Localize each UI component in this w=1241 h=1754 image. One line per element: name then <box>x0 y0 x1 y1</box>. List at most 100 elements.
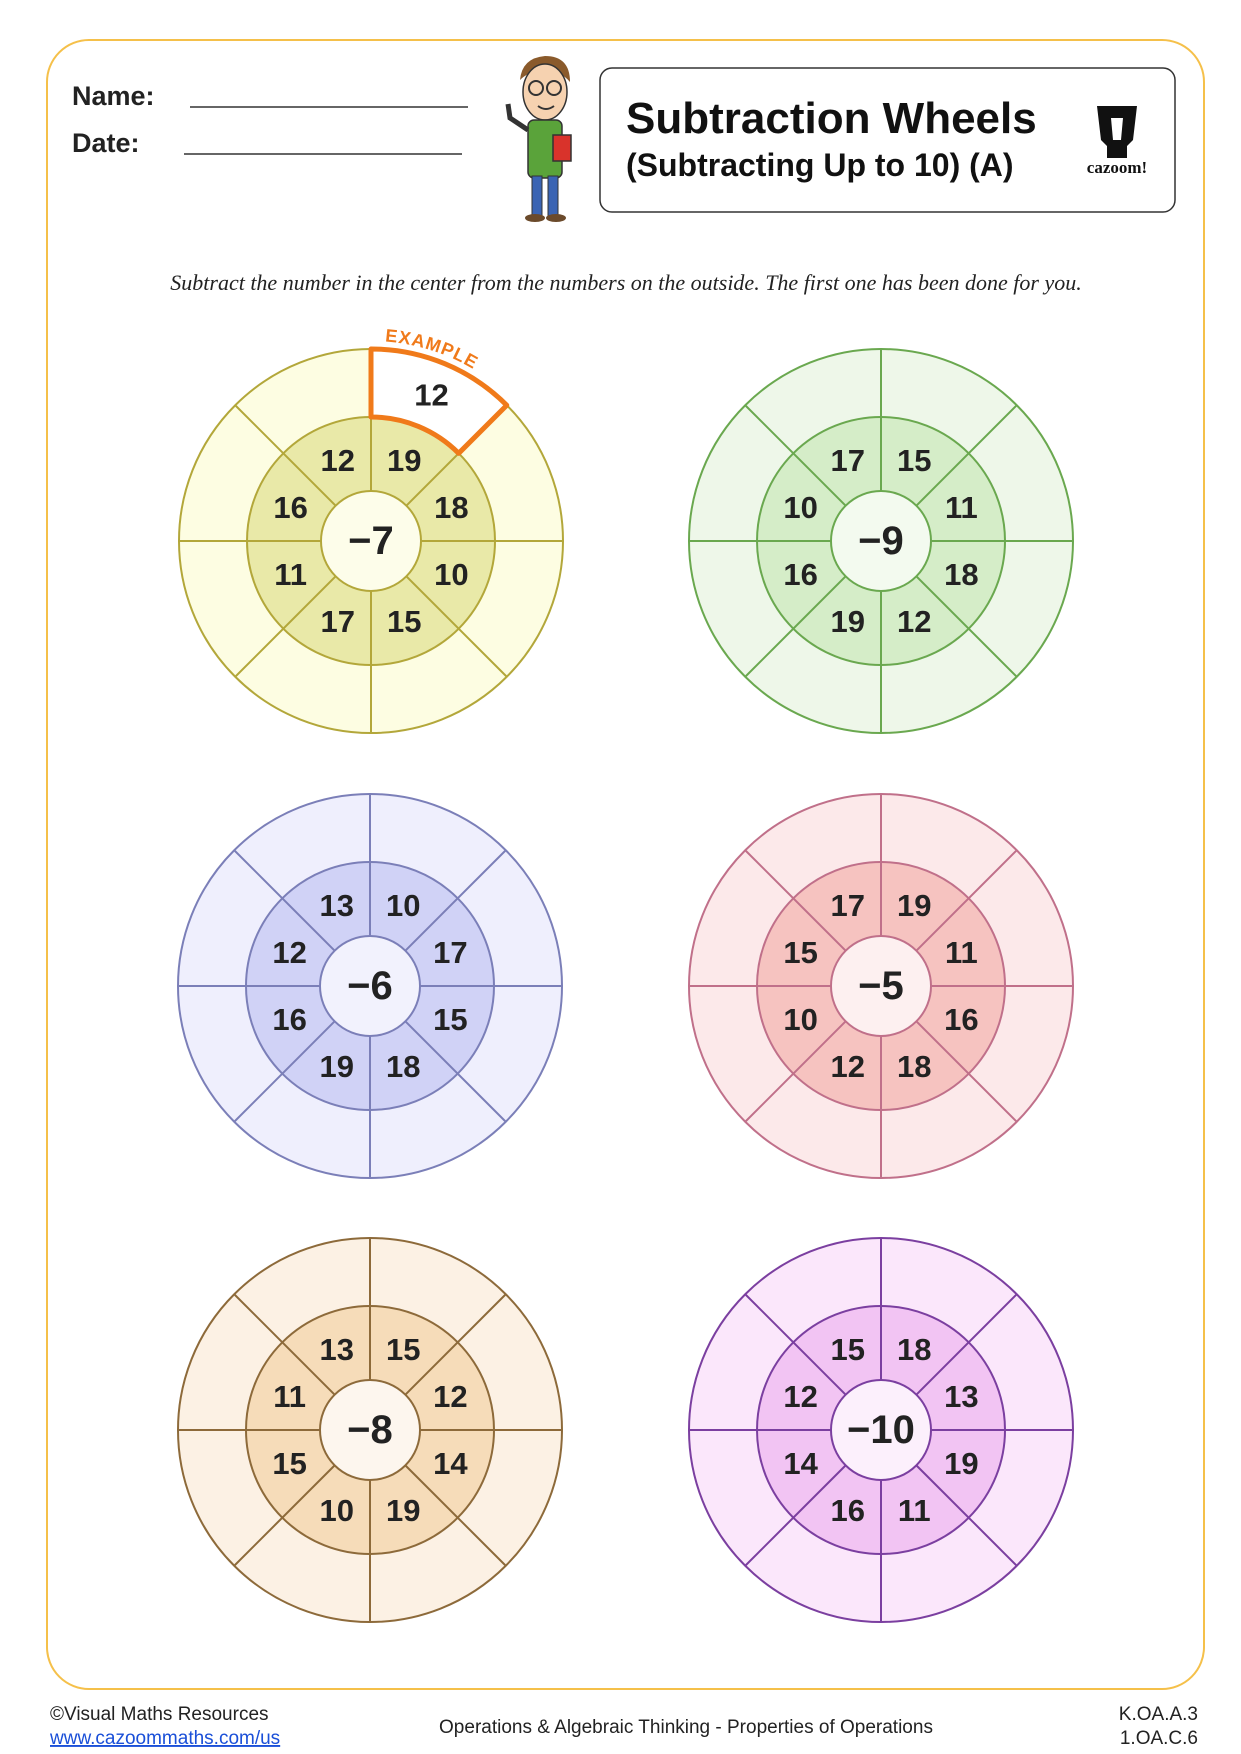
title: Subtraction Wheels <box>626 94 1037 143</box>
subtitle: (Subtracting Up to 10) (A) <box>626 147 1014 183</box>
inner-number: 18 <box>434 490 468 525</box>
inner-number: 11 <box>274 557 307 592</box>
cartoon-teacher <box>505 56 572 222</box>
title-box <box>599 67 1176 213</box>
spoke <box>915 1464 1018 1567</box>
spoke <box>405 575 508 678</box>
spoke <box>744 575 847 678</box>
inner-number: 14 <box>433 1446 468 1481</box>
example-highlight <box>368 346 510 456</box>
inner-number: 16 <box>944 1002 978 1037</box>
inner-number: 10 <box>386 888 420 923</box>
spoke <box>233 1020 336 1123</box>
inner-number: 15 <box>783 935 817 970</box>
center-number: −10 <box>847 1408 915 1452</box>
inner-number: 11 <box>898 1493 931 1528</box>
inner-number: 13 <box>944 1379 978 1414</box>
inner-number: 19 <box>897 888 931 923</box>
inner-number: 19 <box>830 604 864 639</box>
spoke <box>915 404 1018 507</box>
standard-code: K.OA.A.3 <box>1119 1704 1198 1725</box>
center-circle <box>830 1379 932 1481</box>
center-circle <box>319 935 421 1037</box>
inner-number: 11 <box>273 1379 306 1414</box>
inner-number: 16 <box>830 1493 864 1528</box>
spoke <box>404 1464 507 1567</box>
standard-code: 1.OA.C.6 <box>1120 1728 1198 1749</box>
spoke <box>234 575 337 678</box>
center-number: −9 <box>858 519 904 563</box>
inner-number: 19 <box>319 1049 353 1084</box>
subtraction-wheel: −5 19 11 16 18 12 10 15 17 <box>688 793 1074 1179</box>
topic: Operations & Algebraic Thinking - Proper… <box>439 1717 933 1738</box>
inner-number: 10 <box>783 1002 817 1037</box>
inner-number: 10 <box>319 1493 353 1528</box>
spoke <box>915 849 1018 952</box>
spoke <box>404 1020 507 1123</box>
inner-number: 12 <box>320 443 354 478</box>
inner-number: 15 <box>433 1002 467 1037</box>
page-border <box>46 39 1205 1690</box>
example-answer: 12 <box>414 378 448 413</box>
inner-number: 11 <box>945 490 978 525</box>
center-circle <box>830 490 932 592</box>
center-circle <box>830 935 932 1037</box>
subtraction-wheel: −8 15 12 14 19 10 15 11 13 <box>177 1237 563 1623</box>
spoke <box>744 849 847 952</box>
inner-number: 16 <box>783 557 817 592</box>
spoke <box>234 404 337 507</box>
inner-number: 13 <box>319 888 353 923</box>
date-label: Date: <box>72 128 140 158</box>
inner-number: 18 <box>944 557 978 592</box>
inner-number: 16 <box>272 1002 306 1037</box>
logo: cazoom! <box>1087 106 1147 177</box>
center-number: −7 <box>348 519 394 563</box>
inner-number: 19 <box>944 1446 978 1481</box>
center-circle <box>320 490 422 592</box>
website-link[interactable]: www.cazoommaths.com/us <box>49 1728 280 1749</box>
inner-number: 12 <box>783 1379 817 1414</box>
inner-number: 17 <box>830 443 864 478</box>
center-number: −6 <box>347 964 393 1008</box>
spoke <box>404 1293 507 1396</box>
logo-text: cazoom! <box>1087 158 1147 177</box>
inner-number: 15 <box>386 1332 420 1367</box>
inner-number: 19 <box>386 1493 420 1528</box>
center-number: −5 <box>858 964 904 1008</box>
spoke <box>744 404 847 507</box>
spoke <box>404 849 507 952</box>
inner-number: 18 <box>386 1049 420 1084</box>
inner-number: 17 <box>830 888 864 923</box>
inner-number: 16 <box>273 490 307 525</box>
spoke <box>915 1293 1018 1396</box>
inner-number: 15 <box>830 1332 864 1367</box>
inner-number: 10 <box>783 490 817 525</box>
subtraction-wheel: −9 15 11 18 12 19 16 10 17 <box>688 348 1074 734</box>
inner-number: 11 <box>945 935 978 970</box>
spoke <box>233 1293 336 1396</box>
spoke <box>744 1293 847 1396</box>
inner-number: 17 <box>320 604 354 639</box>
name-label: Name: <box>72 81 155 111</box>
instructions: Subtract the number in the center from t… <box>170 270 1081 295</box>
inner-number: 10 <box>434 557 468 592</box>
inner-number: 12 <box>830 1049 864 1084</box>
inner-number: 19 <box>387 443 421 478</box>
spoke <box>744 1464 847 1567</box>
inner-number: 14 <box>783 1446 818 1481</box>
spoke <box>233 849 336 952</box>
inner-number: 18 <box>897 1049 931 1084</box>
inner-number: 15 <box>897 443 931 478</box>
spoke <box>915 1020 1018 1123</box>
spoke <box>744 1020 847 1123</box>
center-circle <box>319 1379 421 1481</box>
inner-number: 12 <box>897 604 931 639</box>
subtraction-wheel: −10 18 13 19 11 16 14 12 15 <box>688 1237 1074 1623</box>
inner-number: 15 <box>272 1446 306 1481</box>
inner-number: 18 <box>897 1332 931 1367</box>
inner-number: 15 <box>387 604 421 639</box>
